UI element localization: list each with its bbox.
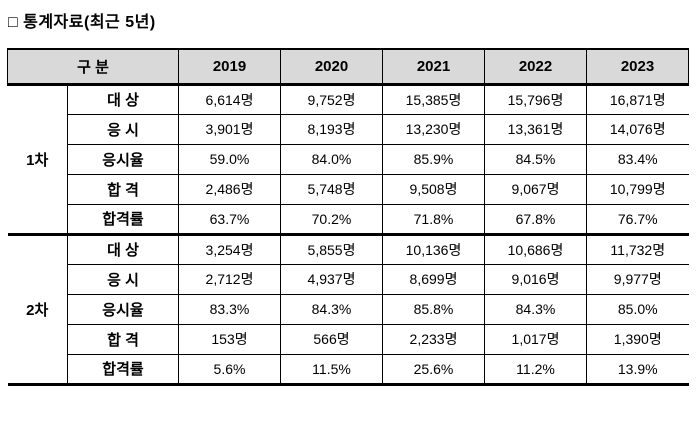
value-cell: 1,390명: [586, 323, 689, 355]
header-cell-year-2020: 2020: [280, 48, 383, 86]
table-row: 1차 대 상 6,614명 9,752명 15,385명 15,796명 16,…: [7, 83, 689, 235]
table-row: 응시율 59.0% 84.0% 85.9% 84.5% 83.4%: [8, 143, 689, 175]
document-title: □ 통계자료(최근 5년): [8, 14, 156, 31]
value-cell: 15,796명: [484, 83, 587, 115]
header-cell-category: 구 분: [7, 48, 179, 86]
value-cell: 10,799명: [586, 173, 689, 205]
value-cell: 71.8%: [382, 203, 485, 235]
value-cell: 84.0%: [280, 143, 383, 175]
table-row: 2차 대 상 3,254명 5,855명 10,136명 10,686명 11,…: [7, 232, 689, 386]
row-label-cell: 응 시: [67, 263, 179, 295]
table-row: 응시율 83.3% 84.3% 85.8% 84.3% 85.0%: [8, 293, 689, 325]
value-cell: 14,076명: [586, 113, 689, 145]
value-cell: 5.6%: [178, 353, 281, 386]
value-cell: 9,016명: [484, 263, 587, 295]
value-cell: 85.9%: [382, 143, 485, 175]
value-cell: 9,752명: [280, 83, 383, 115]
value-cell: 9,067명: [484, 173, 587, 205]
value-cell: 9,977명: [586, 263, 689, 295]
value-cell: 15,385명: [382, 83, 485, 115]
row-label-cell: 대 상: [67, 83, 179, 115]
value-cell: 10,136명: [382, 232, 485, 265]
value-cell: 10,686명: [484, 232, 587, 265]
value-cell: 67.8%: [484, 203, 587, 235]
statistics-table: 구 분 2019 2020 2021 2022 2023 1차 대 상 6,61…: [7, 48, 689, 386]
value-cell: 16,871명: [586, 83, 689, 115]
value-cell: 11,732명: [586, 232, 689, 265]
value-cell: 25.6%: [382, 353, 485, 386]
value-cell: 8,699명: [382, 263, 485, 295]
value-cell: 11.5%: [280, 353, 383, 386]
value-cell: 84.3%: [484, 293, 587, 325]
table-row: 합격률 63.7% 70.2% 71.8% 67.8% 76.7%: [8, 203, 689, 235]
value-cell: 3,254명: [178, 232, 281, 265]
value-cell: 59.0%: [178, 143, 281, 175]
table-row: 응 시 3,901명 8,193명 13,230명 13,361명 14,076…: [8, 113, 689, 145]
table-row: 합격률 5.6% 11.5% 25.6% 11.2% 13.9%: [8, 353, 689, 386]
value-cell: 85.0%: [586, 293, 689, 325]
value-cell: 84.5%: [484, 143, 587, 175]
header-cell-year-2022: 2022: [484, 48, 587, 86]
value-cell: 13.9%: [586, 353, 689, 386]
row-label-cell: 응 시: [67, 113, 179, 145]
table-row: 합 격 153명 566명 2,233명 1,017명 1,390명: [8, 323, 689, 355]
value-cell: 5,748명: [280, 173, 383, 205]
value-cell: 76.7%: [586, 203, 689, 235]
value-cell: 83.3%: [178, 293, 281, 325]
value-cell: 85.8%: [382, 293, 485, 325]
row-label-cell: 합격률: [67, 353, 179, 386]
value-cell: 6,614명: [178, 83, 281, 115]
section-label-round1: 1차: [7, 83, 68, 235]
section-label-round2: 2차: [7, 232, 68, 386]
header-cell-year-2019: 2019: [178, 48, 281, 86]
value-cell: 11.2%: [484, 353, 587, 386]
row-label-cell: 합 격: [67, 173, 179, 205]
header-row: 구 분 2019 2020 2021 2022 2023: [7, 48, 689, 86]
value-cell: 3,901명: [178, 113, 281, 145]
value-cell: 2,486명: [178, 173, 281, 205]
value-cell: 70.2%: [280, 203, 383, 235]
row-label-cell: 대 상: [67, 232, 179, 265]
row-label-cell: 합격률: [67, 203, 179, 235]
value-cell: 63.7%: [178, 203, 281, 235]
row-label-cell: 응시율: [67, 143, 179, 175]
value-cell: 566명: [280, 323, 383, 355]
value-cell: 2,712명: [178, 263, 281, 295]
row-label-cell: 합 격: [67, 323, 179, 355]
header-cell-year-2021: 2021: [382, 48, 485, 86]
row-label-cell: 응시율: [67, 293, 179, 325]
value-cell: 8,193명: [280, 113, 383, 145]
value-cell: 4,937명: [280, 263, 383, 295]
value-cell: 2,233명: [382, 323, 485, 355]
table-row: 응 시 2,712명 4,937명 8,699명 9,016명 9,977명: [8, 263, 689, 295]
value-cell: 153명: [178, 323, 281, 355]
value-cell: 9,508명: [382, 173, 485, 205]
value-cell: 13,230명: [382, 113, 485, 145]
header-cell-year-2023: 2023: [586, 48, 689, 86]
value-cell: 5,855명: [280, 232, 383, 265]
value-cell: 83.4%: [586, 143, 689, 175]
table-row: 합 격 2,486명 5,748명 9,508명 9,067명 10,799명: [8, 173, 689, 205]
value-cell: 13,361명: [484, 113, 587, 145]
value-cell: 1,017명: [484, 323, 587, 355]
value-cell: 84.3%: [280, 293, 383, 325]
